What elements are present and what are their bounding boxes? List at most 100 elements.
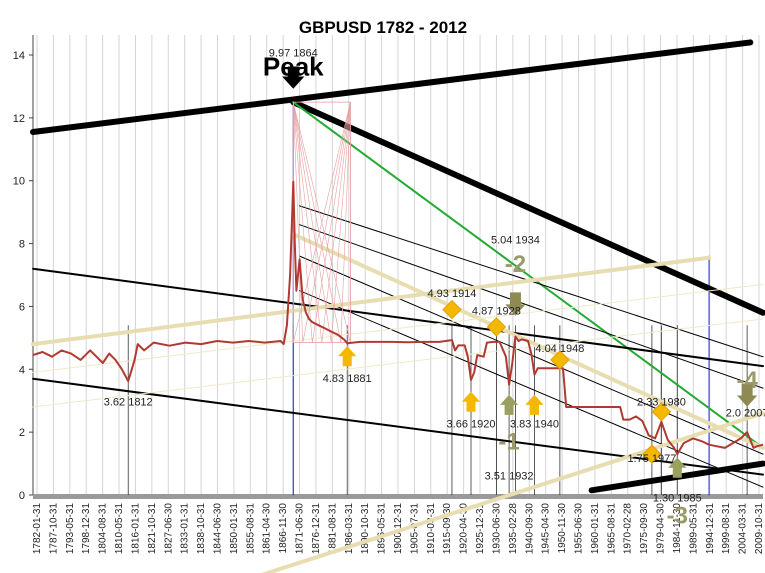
peak-fan-line [321, 102, 351, 343]
x-tick-label: 1871-06-30 [295, 503, 306, 555]
trendline [32, 283, 764, 373]
down-arrow-marker [505, 292, 526, 316]
x-tick-label: 1861-04-30 [262, 503, 273, 555]
annotation-label: 2.0 2007 [726, 407, 765, 419]
x-tick-label: 1965-08-31 [606, 503, 617, 555]
y-tick-label: 12 [13, 113, 25, 125]
x-axis: 1782-01-31 1787-10-31 1793-05-31 1798-12-31… [32, 494, 765, 554]
x-tick-label: 1782-01-31 [32, 503, 43, 555]
x-tick-label: 1935-02-28 [508, 503, 519, 555]
x-tick-label: 1896-05-31 [377, 503, 388, 555]
up-arrow-marker [499, 394, 519, 415]
x-tick-label: 1890-10-31 [360, 503, 371, 555]
annotation-label: 3.62 1812 [104, 396, 153, 408]
trendline [261, 411, 765, 573]
x-tick-label: 1810-05-31 [114, 503, 125, 555]
diamond-marker [642, 444, 662, 464]
x-tick-label: 2004-03-31 [738, 503, 749, 555]
x-tick-label: 1827-06-30 [163, 503, 174, 555]
x-axis-baseline [33, 494, 763, 499]
diamond-marker [486, 317, 507, 337]
peak-fan-line [331, 102, 351, 343]
y-tick-label: 4 [19, 364, 25, 376]
trendline [299, 224, 764, 389]
y-axis: 0 2 4 6 8 10 12 14 [13, 35, 34, 502]
annotation-label: 9.97 1864 [269, 48, 318, 60]
x-tick-label: 1945-04-30 [541, 503, 552, 555]
x-tick-label: 1994-12-31 [705, 503, 716, 555]
peak-fan-line [292, 102, 351, 343]
up-arrow-marker [668, 457, 687, 478]
x-tick-label: 1999-08-31 [721, 503, 732, 555]
annotation-label: 5.04 1934 [491, 235, 540, 247]
peak-fan-line [292, 102, 304, 343]
x-tick-label: 1930-06-30 [491, 503, 502, 555]
x-tick-label: 1881-08-31 [327, 503, 338, 555]
x-tick-label: 1989-05-31 [688, 503, 699, 555]
peak-label: Peak [263, 51, 324, 81]
peak-fan-line [340, 102, 351, 343]
peak-fan-line [292, 102, 332, 343]
annotation-label: 2.33 1980 [637, 396, 686, 408]
x-tick-label: 1855-08-31 [245, 503, 256, 555]
wave-label: -2 [505, 251, 526, 278]
y-tick-label: 14 [13, 50, 25, 62]
up-arrow-marker [525, 394, 544, 415]
x-tick-label: 1804-08-31 [98, 503, 109, 555]
annotation-label: 1.30 1985 [653, 492, 702, 504]
y-tick-label: 8 [19, 239, 25, 251]
annotation-label: 3.83 1940 [510, 418, 559, 430]
annotation-label: 4.93 1914 [427, 288, 476, 300]
x-tick-label: 1787-10-31 [48, 503, 59, 555]
price-line [32, 180, 764, 456]
trendline [32, 318, 764, 408]
peak-fan-line [292, 102, 313, 343]
y-tick-label: 0 [19, 490, 25, 502]
x-tick-label: 1905-07-31 [409, 503, 420, 555]
x-tick-label: 1876-12-31 [311, 503, 322, 555]
x-tick-label: 1984-11-30 [672, 503, 683, 554]
peak-fan-line [312, 102, 351, 343]
annotation-label: 4.83 1881 [323, 373, 372, 385]
up-arrow-marker [461, 391, 481, 412]
annotation-label: 3.51 1932 [485, 470, 534, 482]
markers [282, 66, 758, 478]
chart-title: GBPUSD 1782 - 2012 [299, 18, 467, 37]
peak-fan-line [292, 102, 323, 343]
x-tick-label: 2009-10-31 [754, 503, 765, 555]
annotation-label: 3.66 1920 [447, 418, 496, 430]
trendline [32, 377, 764, 476]
wave-labels: Peak -2 -1 -3 -4 [263, 51, 759, 529]
x-tick-label: 1838-10-31 [196, 503, 207, 555]
x-tick-label: 1793-05-31 [65, 503, 76, 555]
x-tick-label: 1844-06-30 [213, 503, 224, 555]
peak-arrow-marker [282, 66, 305, 89]
y-tick-label: 10 [13, 176, 25, 188]
peak-fan-lines [292, 101, 351, 343]
y-tick-label: 2 [19, 427, 25, 439]
x-tick-label: 1816-01-31 [130, 503, 141, 555]
wave-label: -3 [667, 502, 688, 529]
wave-label: -4 [736, 367, 758, 394]
trendline [292, 101, 764, 449]
x-tick-label: 1821-10-31 [147, 503, 158, 555]
x-tick-label: 1950-11-30 [557, 503, 568, 554]
x-tick-label: 1920-04-30 [459, 503, 470, 555]
trendlines [30, 39, 765, 573]
down-arrow-marker [737, 383, 758, 407]
x-tick-label: 1798-12-31 [81, 503, 92, 555]
x-tick-label: 1955-06-30 [574, 503, 585, 555]
x-tick-label: 1975-09-30 [639, 503, 650, 555]
annotation-labels: 9.97 1864 4.83 1881 3.62 1812 4.93 1914 4.87… [104, 48, 765, 505]
x-tick-label: 1960-01-31 [590, 503, 601, 555]
y-tick-label: 6 [19, 301, 25, 313]
x-tick-label: 1925-12-31 [475, 503, 486, 555]
annotation-label: 4.04 1948 [535, 343, 584, 355]
diamond-marker [550, 350, 570, 370]
diamond-marker [442, 299, 462, 320]
price-series [32, 180, 764, 456]
x-tick-label: 1850-01-31 [229, 503, 240, 555]
x-tick-label: 1940-09-30 [524, 503, 535, 555]
peak-fan-line [302, 102, 351, 343]
